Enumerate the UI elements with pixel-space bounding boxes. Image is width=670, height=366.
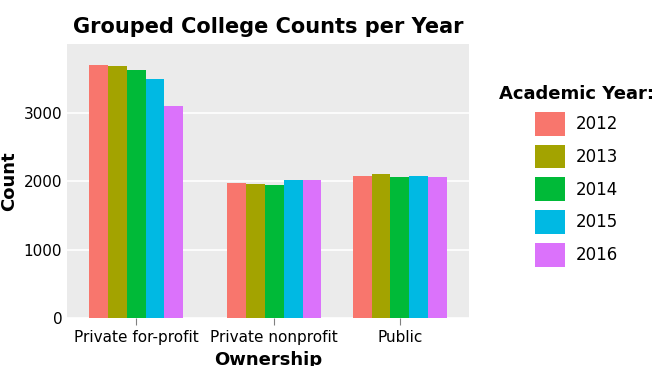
Bar: [246, 184, 265, 318]
Bar: [372, 173, 391, 318]
Bar: [89, 64, 108, 318]
Legend: 2012, 2013, 2014, 2015, 2016: 2012, 2013, 2014, 2015, 2016: [490, 76, 663, 275]
Bar: [127, 70, 145, 318]
X-axis label: Ownership: Ownership: [214, 351, 322, 366]
Bar: [353, 176, 372, 318]
Bar: [428, 177, 447, 318]
Y-axis label: Count: Count: [0, 152, 18, 211]
Title: Grouped College Counts per Year: Grouped College Counts per Year: [73, 17, 463, 37]
Bar: [227, 183, 246, 318]
Bar: [164, 106, 183, 318]
Bar: [303, 180, 322, 318]
Bar: [409, 176, 428, 318]
Bar: [283, 180, 303, 318]
Bar: [145, 79, 164, 318]
Bar: [391, 177, 409, 318]
Bar: [265, 184, 283, 318]
Bar: [108, 66, 127, 318]
